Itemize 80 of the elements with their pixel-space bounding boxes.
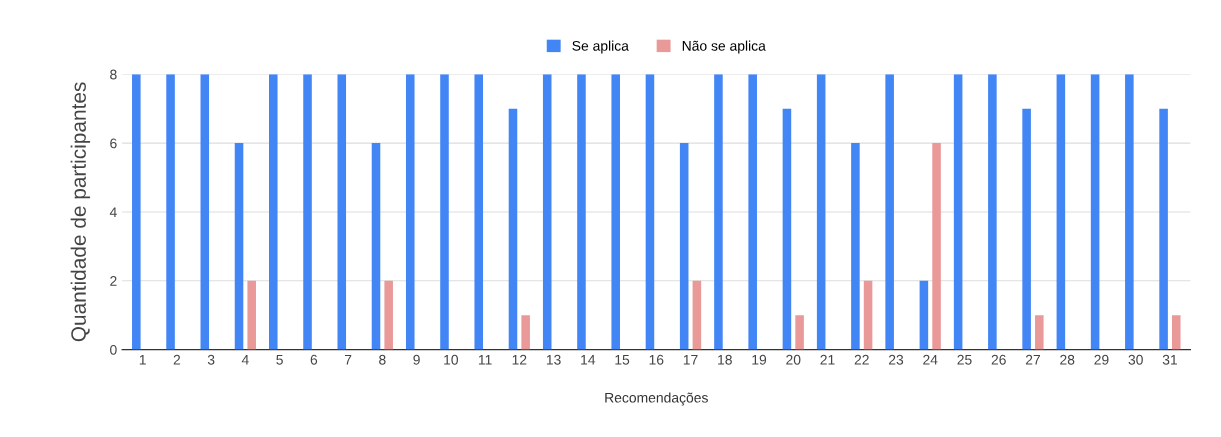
bar bbox=[611, 74, 620, 350]
bar bbox=[851, 143, 860, 350]
x-tick-label: 28 bbox=[1060, 354, 1075, 365]
bar bbox=[692, 280, 702, 350]
y-tick-label: 6 bbox=[110, 138, 117, 149]
bar bbox=[679, 143, 689, 350]
bar bbox=[932, 143, 941, 350]
x-tick-label: 23 bbox=[888, 354, 904, 365]
bar bbox=[132, 74, 141, 350]
bar bbox=[200, 74, 210, 350]
legend-label: Se aplica bbox=[572, 40, 629, 54]
bar bbox=[247, 280, 256, 350]
x-tick-label: 18 bbox=[718, 354, 732, 365]
x-tick-label: 30 bbox=[1128, 354, 1143, 365]
y-axis-title: Quantidade de participantes bbox=[70, 82, 91, 342]
bar bbox=[953, 74, 963, 350]
y-tick-label: 4 bbox=[109, 207, 117, 217]
x-tick-label: 6 bbox=[310, 354, 318, 365]
x-axis-title: Recomendações bbox=[605, 392, 708, 406]
x-tick-label: 17 bbox=[683, 354, 698, 365]
bar bbox=[234, 143, 244, 350]
y-tick-label: 8 bbox=[110, 69, 117, 80]
bar bbox=[508, 108, 518, 350]
bar bbox=[542, 74, 552, 350]
x-tick-label: 9 bbox=[413, 354, 420, 365]
bar bbox=[371, 143, 381, 350]
bar bbox=[1035, 315, 1044, 350]
x-tick-label: 20 bbox=[786, 354, 801, 365]
bar bbox=[1171, 315, 1181, 350]
bar bbox=[577, 74, 586, 350]
bar bbox=[988, 74, 997, 350]
x-tick-label: 15 bbox=[615, 354, 630, 365]
x-tick-label: 16 bbox=[649, 354, 664, 365]
x-tick-label: 2 bbox=[173, 354, 181, 365]
bar bbox=[521, 315, 530, 350]
bar bbox=[919, 280, 929, 350]
bar bbox=[863, 280, 873, 350]
bar bbox=[748, 74, 757, 350]
bar bbox=[384, 280, 393, 350]
x-tick-label: 11 bbox=[478, 354, 492, 365]
x-tick-label: 10 bbox=[444, 354, 459, 365]
x-tick-label: 25 bbox=[957, 354, 972, 365]
bar bbox=[782, 108, 792, 350]
x-tick-label: 12 bbox=[512, 354, 527, 365]
x-tick-label: 24 bbox=[923, 354, 938, 365]
x-tick-label: 5 bbox=[276, 354, 283, 365]
bar bbox=[1159, 108, 1168, 350]
bar bbox=[885, 74, 894, 350]
bar bbox=[1056, 74, 1066, 350]
x-tick-label: 31 bbox=[1162, 354, 1177, 365]
bar bbox=[474, 74, 484, 350]
legend-label: Não se aplica bbox=[682, 40, 766, 54]
x-tick-label: 19 bbox=[752, 354, 767, 365]
bar bbox=[795, 315, 804, 350]
bar bbox=[303, 74, 312, 350]
bar bbox=[714, 74, 723, 350]
bar bbox=[1125, 74, 1134, 350]
bar bbox=[269, 74, 278, 350]
bar bbox=[816, 74, 826, 350]
x-tick-label: 3 bbox=[207, 354, 215, 365]
bar bbox=[1090, 74, 1100, 350]
x-tick-label: 22 bbox=[854, 354, 869, 365]
x-tick-label: 26 bbox=[991, 354, 1006, 365]
x-tick-label: 21 bbox=[820, 354, 835, 365]
bar bbox=[337, 74, 347, 350]
bar bbox=[405, 74, 415, 350]
x-tick-label: 4 bbox=[241, 354, 249, 365]
bar bbox=[166, 74, 175, 350]
y-tick-label: 0 bbox=[110, 344, 117, 355]
x-tick-label: 7 bbox=[344, 354, 352, 365]
x-tick-label: 27 bbox=[1025, 354, 1040, 365]
x-tick-label: 1 bbox=[139, 354, 146, 365]
y-tick-label: 2 bbox=[110, 276, 117, 286]
bar bbox=[1022, 108, 1031, 350]
bar bbox=[440, 74, 449, 350]
bar bbox=[645, 74, 655, 350]
x-tick-label: 13 bbox=[546, 354, 561, 365]
x-tick-label: 8 bbox=[379, 354, 386, 365]
x-tick-label: 29 bbox=[1094, 354, 1109, 365]
x-tick-label: 14 bbox=[581, 354, 596, 365]
